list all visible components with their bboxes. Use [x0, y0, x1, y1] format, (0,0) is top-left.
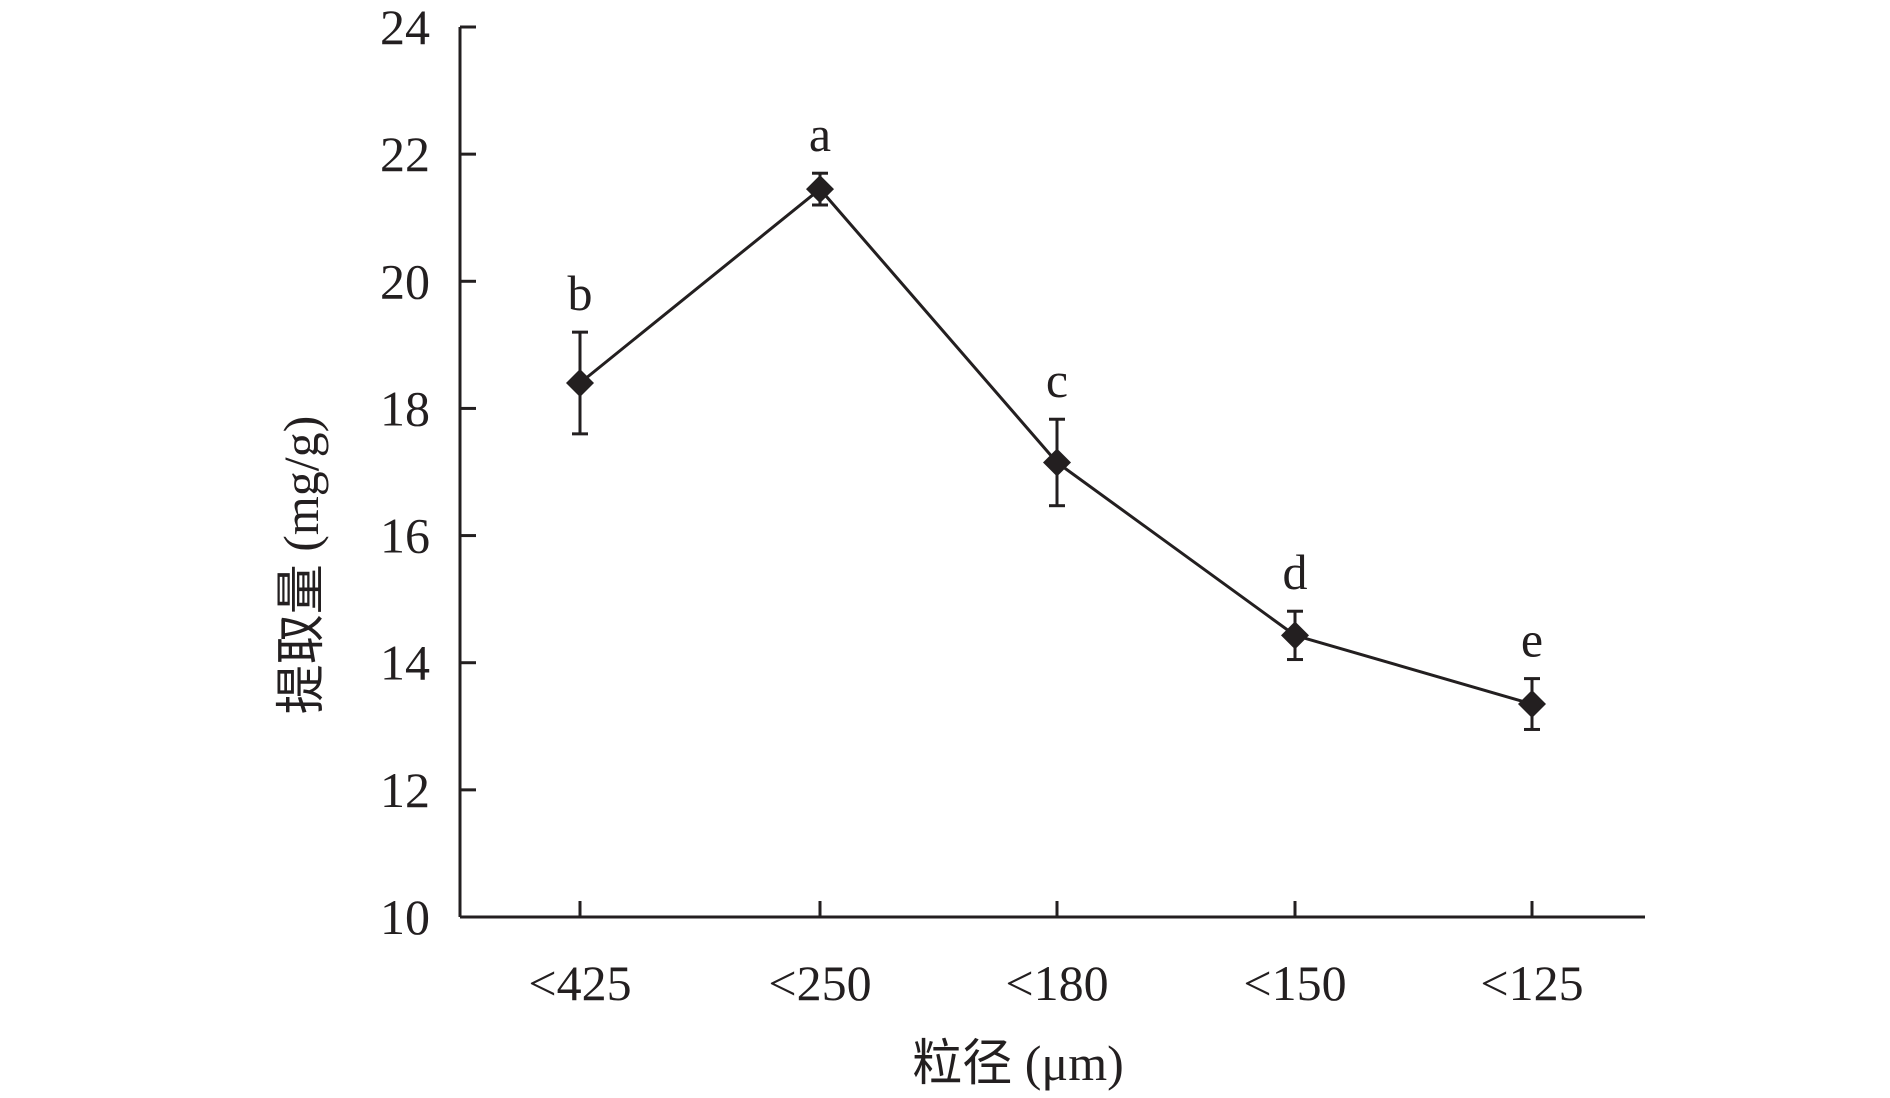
x-tick-label: <150 [1243, 955, 1346, 1011]
y-tick-label: 24 [380, 0, 430, 55]
significance-label: e [1521, 612, 1543, 668]
x-tick-label: <180 [1005, 955, 1108, 1011]
x-tick-label: <425 [528, 955, 631, 1011]
significance-label: c [1046, 352, 1068, 408]
x-tick-label: <125 [1480, 955, 1583, 1011]
y-tick-label: 22 [380, 126, 430, 182]
y-tick-label: 16 [380, 508, 430, 564]
axes [458, 27, 1645, 919]
x-tick-label: <250 [768, 955, 871, 1011]
x-axis-ticks: <425 <250 <180 <150 <125 [528, 901, 1584, 1011]
significance-label: a [809, 106, 831, 162]
y-tick-label: 10 [380, 889, 430, 945]
data-point-marker [566, 369, 594, 397]
data-point-marker [1281, 621, 1309, 650]
y-axis-ticks: 10 12 14 16 18 20 22 24 [380, 0, 476, 945]
data-series: b a c d e [566, 106, 1546, 731]
y-tick-label: 14 [380, 635, 430, 691]
y-tick-label: 18 [380, 380, 430, 436]
data-point-marker [1043, 448, 1071, 477]
significance-label: d [1283, 544, 1308, 600]
y-tick-label: 20 [380, 253, 430, 309]
data-point-marker [806, 175, 834, 204]
significance-label: b [568, 265, 593, 321]
y-axis-title: 提取量 (mg/g) [273, 416, 329, 715]
y-tick-label: 12 [380, 762, 430, 818]
x-axis-title: 粒径 (μm) [912, 1035, 1124, 1091]
data-point-marker [1518, 690, 1546, 719]
